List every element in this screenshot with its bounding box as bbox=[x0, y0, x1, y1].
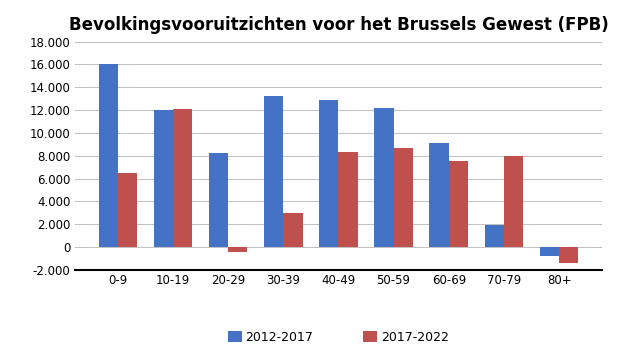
Bar bbox=[209, 153, 228, 247]
Bar bbox=[430, 143, 449, 247]
Bar bbox=[99, 64, 118, 247]
Bar bbox=[449, 161, 468, 247]
Bar bbox=[394, 148, 413, 247]
Title: Bevolkingsvooruitzichten voor het Brussels Gewest (FPB): Bevolkingsvooruitzichten voor het Brusse… bbox=[68, 16, 609, 34]
Bar bbox=[283, 213, 302, 247]
Bar bbox=[153, 110, 173, 247]
Bar bbox=[559, 247, 578, 263]
Bar bbox=[173, 109, 193, 247]
Bar bbox=[264, 96, 283, 247]
Bar bbox=[484, 225, 504, 247]
Bar bbox=[319, 100, 338, 247]
Bar bbox=[338, 152, 358, 247]
Legend: 2012-2017, 2017-2022: 2012-2017, 2017-2022 bbox=[223, 326, 454, 346]
Bar bbox=[228, 247, 247, 252]
Bar bbox=[540, 247, 559, 256]
Bar bbox=[118, 173, 137, 247]
Bar bbox=[504, 156, 524, 247]
Bar bbox=[374, 108, 394, 247]
